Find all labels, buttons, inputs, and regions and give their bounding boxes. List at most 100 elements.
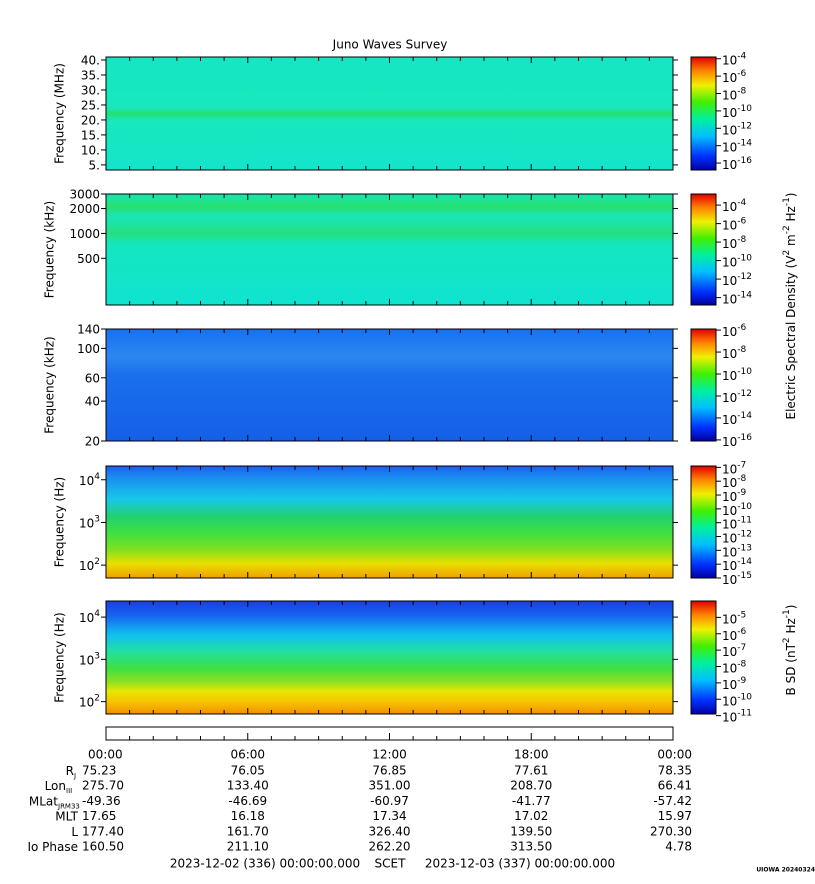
tick-exponent: -10 bbox=[737, 253, 752, 263]
tick-exponent: -16 bbox=[737, 432, 752, 442]
ephemeris-value: 17.34 bbox=[372, 809, 406, 823]
tick-label: 2000 bbox=[69, 202, 100, 216]
ephemeris-value: -46.69 bbox=[228, 794, 267, 808]
ephemeris-value: 17.65 bbox=[82, 809, 116, 823]
ephemeris-value: 75.23 bbox=[82, 764, 116, 778]
tick-exponent: -12 bbox=[737, 388, 752, 398]
tick-base: 10 bbox=[722, 573, 737, 587]
tick-exponent: 4 bbox=[94, 471, 100, 481]
row-label-text: MLat bbox=[29, 794, 58, 808]
tick-label: 30. bbox=[81, 83, 100, 97]
y-axis-label: Frequency (kHz) bbox=[43, 201, 57, 298]
tick-label: 10-16 bbox=[722, 432, 752, 448]
tick-base: 10 bbox=[722, 140, 737, 154]
tick-base: 10 bbox=[722, 347, 737, 361]
colorbar bbox=[690, 193, 717, 306]
colorbar-title: Electric Spectral Density (V2 m-2 Hz-1) bbox=[782, 192, 798, 419]
colorbar bbox=[690, 328, 717, 442]
time-label: 00:00 bbox=[657, 748, 692, 762]
tick-label: 10-9 bbox=[722, 675, 747, 691]
tick-exponent: -15 bbox=[737, 571, 752, 581]
tick-base: 10 bbox=[722, 559, 737, 573]
footer-end: 2023-12-03 (337) 00:00:00.000 bbox=[425, 857, 615, 871]
tick-exponent: 3 bbox=[94, 514, 100, 524]
tick-label: 10-14 bbox=[722, 138, 752, 154]
tick-exponent: -11 bbox=[737, 708, 752, 718]
tick-base: 10 bbox=[722, 325, 737, 339]
tick-base: 10 bbox=[722, 237, 737, 251]
tick-label: 10-11 bbox=[722, 708, 752, 724]
superscript: -1 bbox=[782, 197, 792, 206]
tick-base: 10 bbox=[722, 434, 737, 448]
tick-exponent: -8 bbox=[737, 235, 746, 245]
tick-base: 10 bbox=[722, 677, 737, 691]
tick-label: 10-14 bbox=[722, 410, 752, 426]
tick-exponent: -8 bbox=[737, 86, 746, 96]
tick-exponent: -9 bbox=[737, 675, 746, 685]
tick-base: 10 bbox=[722, 53, 737, 67]
tick-exponent: -7 bbox=[737, 643, 746, 653]
tick-label: 20 bbox=[85, 435, 100, 449]
tick-base: 10 bbox=[722, 661, 737, 675]
tick-base: 10 bbox=[722, 292, 737, 306]
tick-exponent: -6 bbox=[737, 69, 746, 79]
tick-base: 10 bbox=[722, 412, 737, 426]
ephemeris-value: 160.50 bbox=[82, 840, 124, 854]
row-label-sub: III bbox=[66, 787, 72, 795]
title-part: Hz bbox=[784, 618, 798, 637]
tick-base: 10 bbox=[722, 476, 737, 490]
tick-label: 10-13 bbox=[722, 543, 752, 559]
tick-label: 10. bbox=[81, 143, 100, 157]
ephemeris-value: 139.50 bbox=[510, 824, 552, 838]
tick-exponent: -11 bbox=[737, 515, 752, 525]
ephemeris-value: 66.41 bbox=[658, 779, 692, 793]
tick-label: 35. bbox=[81, 68, 100, 82]
tick-base: 10 bbox=[722, 503, 737, 517]
footer-start: 2023-12-02 (336) 00:00:00.000 bbox=[170, 857, 360, 871]
tick-base: 10 bbox=[79, 516, 94, 530]
ephemeris-value: 208.70 bbox=[510, 779, 552, 793]
tick-base: 10 bbox=[722, 645, 737, 659]
title: Juno Waves Survey bbox=[332, 38, 448, 52]
tick-label: 10-12 bbox=[722, 272, 752, 288]
tick-label: 10-8 bbox=[722, 235, 747, 251]
ephemeris-value: 17.02 bbox=[514, 809, 548, 823]
tick-base: 10 bbox=[722, 612, 737, 626]
tick-exponent: -4 bbox=[737, 51, 746, 61]
tick-label: 20. bbox=[81, 113, 100, 127]
row-label-sub: J bbox=[73, 772, 76, 780]
tick-exponent: -10 bbox=[737, 692, 752, 702]
tick-label: 102 bbox=[79, 557, 100, 573]
tick-base: 10 bbox=[79, 653, 94, 667]
tick-base: 10 bbox=[722, 710, 737, 724]
tick-label: 1000 bbox=[69, 227, 100, 241]
tick-base: 10 bbox=[79, 695, 94, 709]
tick-exponent: 2 bbox=[94, 557, 100, 567]
row-label: L bbox=[71, 824, 78, 838]
tick-label: 10-6 bbox=[722, 216, 747, 232]
tick-base: 10 bbox=[722, 628, 737, 642]
row-label-sub: JRM33 bbox=[57, 802, 80, 810]
row-label-text: R bbox=[66, 764, 74, 778]
spectrogram-image bbox=[106, 601, 673, 714]
tick-label: 10-14 bbox=[722, 290, 752, 306]
title-part: Electric Spectral Density (V bbox=[784, 255, 798, 420]
tick-label: 10-8 bbox=[722, 345, 747, 361]
tick-base: 10 bbox=[722, 545, 737, 559]
tick-base: 10 bbox=[722, 531, 737, 545]
row-label: Lon bbox=[45, 779, 66, 793]
tick-label: 10-7 bbox=[722, 460, 746, 476]
colorbar bbox=[690, 56, 717, 171]
tick-base: 10 bbox=[79, 611, 94, 625]
ephemeris-value: 270.30 bbox=[650, 824, 692, 838]
tick-label: 10-7 bbox=[722, 643, 746, 659]
title-part: m bbox=[784, 234, 798, 250]
tick-exponent: -8 bbox=[737, 659, 746, 669]
ephemeris-value: 76.05 bbox=[231, 764, 265, 778]
tick-label: 100 bbox=[77, 342, 100, 356]
tick-label: 10-10 bbox=[722, 501, 752, 517]
time-label: 06:00 bbox=[230, 748, 265, 762]
tick-label: 40 bbox=[85, 395, 100, 409]
tick-label: 10-6 bbox=[722, 626, 747, 642]
